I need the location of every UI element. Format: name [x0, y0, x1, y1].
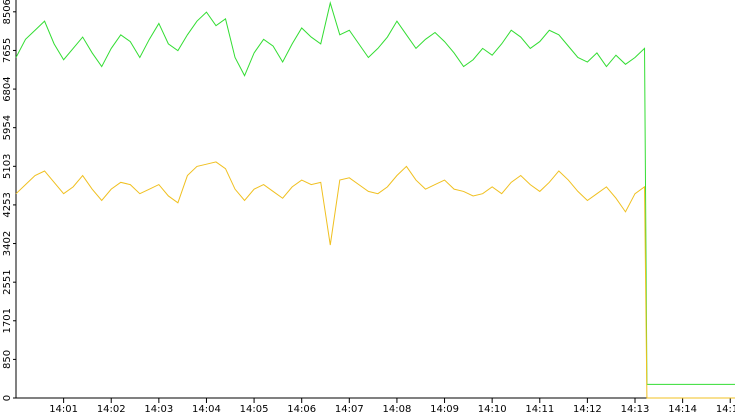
x-tick-label: 14:12 [573, 404, 602, 415]
x-tick-label: 14:02 [97, 404, 126, 415]
x-tick-label: 14:15 [716, 404, 735, 415]
y-tick-label: 5103 [2, 154, 13, 179]
x-tick-label: 14:11 [525, 404, 554, 415]
x-tick-label: 14:10 [478, 404, 507, 415]
y-tick-label: 850 [2, 350, 13, 369]
y-tick-label: 7655 [2, 38, 13, 63]
y-tick-label: 2551 [2, 269, 13, 294]
x-tick-label: 14:14 [668, 404, 697, 415]
x-tick-label: 14:13 [621, 404, 650, 415]
y-tick-label: 8506 [2, 0, 13, 25]
x-tick-label: 14:07 [335, 404, 364, 415]
x-tick-label: 14:01 [49, 404, 78, 415]
x-tick-label: 14:09 [430, 404, 459, 415]
y-tick-label: 6804 [2, 76, 13, 101]
y-tick-label: 3402 [2, 231, 13, 256]
x-tick-label: 14:05 [240, 404, 269, 415]
x-tick-label: 14:03 [144, 404, 173, 415]
y-tick-label: 1701 [2, 308, 13, 333]
y-tick-label: 5954 [2, 115, 13, 140]
y-tick-label: 4253 [2, 192, 13, 217]
x-tick-label: 14:04 [192, 404, 221, 415]
x-tick-label: 14:06 [287, 404, 316, 415]
y-tick-label: 0 [2, 395, 13, 401]
series-line [15, 161, 735, 399]
series-line [15, 1, 735, 385]
x-tick-label: 14:08 [383, 404, 412, 415]
